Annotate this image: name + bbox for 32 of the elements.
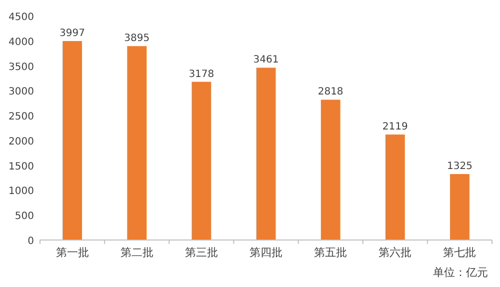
x-tick-label: 第一批 xyxy=(56,246,89,259)
y-tick-label: 0 xyxy=(28,236,34,247)
y-tick-label: 4500 xyxy=(8,12,34,23)
x-tick-label: 第二批 xyxy=(120,246,154,259)
bar xyxy=(320,100,340,240)
x-tick-label: 第七批 xyxy=(443,246,476,259)
y-tick-label: 4000 xyxy=(8,36,34,48)
data-label: 3997 xyxy=(60,28,86,40)
text: 单位：亿元 xyxy=(433,266,488,279)
data-label: 1325 xyxy=(446,161,472,172)
y-tick-label: 2500 xyxy=(8,112,34,123)
y-tick-label: 3500 xyxy=(8,62,34,73)
data-label: 2119 xyxy=(382,122,408,133)
data-label: 3895 xyxy=(124,33,150,44)
bar xyxy=(385,134,405,240)
data-label: 3178 xyxy=(188,68,214,80)
data-label: 3461 xyxy=(253,54,279,66)
bar xyxy=(450,174,470,240)
x-tick-label: 第五批 xyxy=(314,246,348,259)
x-tick-label: 第六批 xyxy=(378,246,412,259)
bar xyxy=(192,82,212,240)
y-tick-label: 1000 xyxy=(8,186,34,198)
bar xyxy=(256,68,276,240)
data-label: 2818 xyxy=(318,86,344,98)
bar xyxy=(62,41,82,240)
y-tick-label: 2000 xyxy=(8,136,34,148)
y-tick-label: 500 xyxy=(14,211,34,222)
x-tick-label: 第三批 xyxy=(184,246,218,259)
y-tick-label: 1500 xyxy=(8,161,34,172)
y-tick-label: 3000 xyxy=(8,86,34,98)
x-tick-label: 第四批 xyxy=(250,246,282,259)
bar xyxy=(127,46,147,240)
